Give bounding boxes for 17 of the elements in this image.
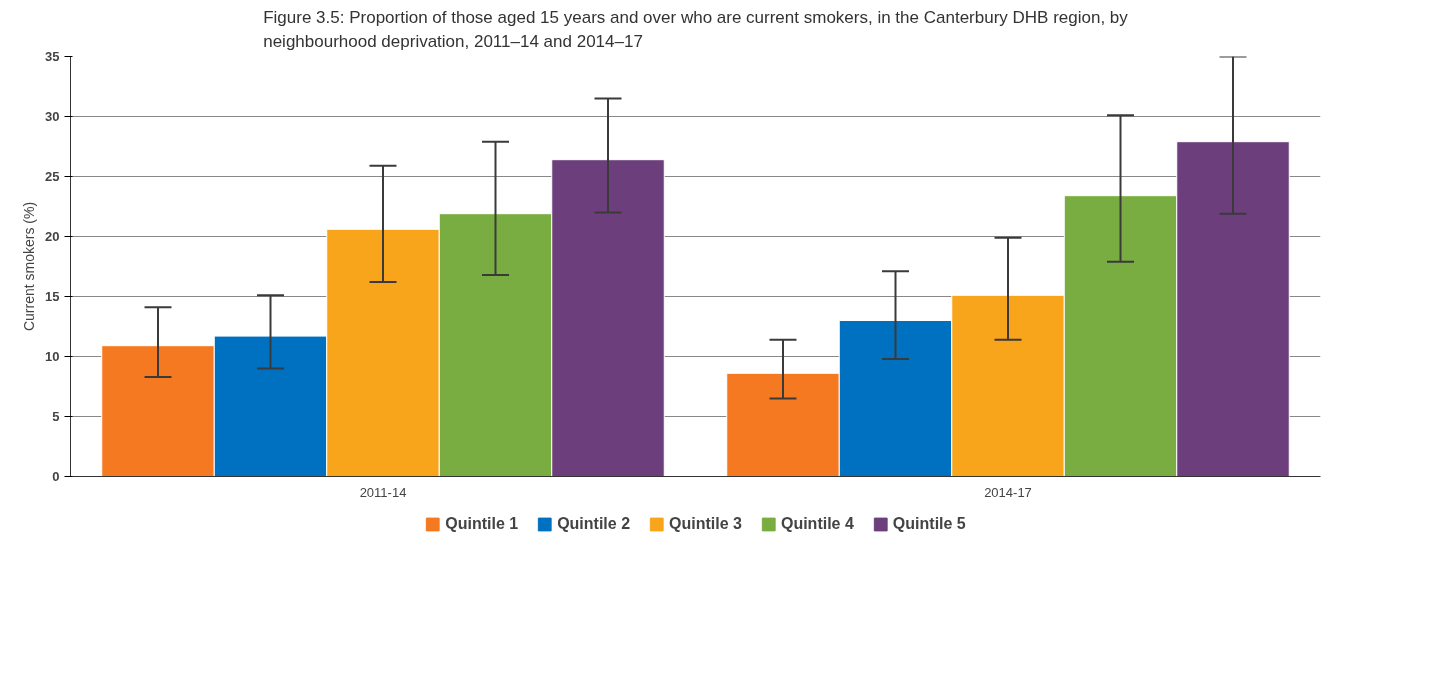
y-tick-label: 5 xyxy=(52,409,60,424)
y-tick-label: 10 xyxy=(45,349,60,364)
legend-label: Quintile 2 xyxy=(557,515,631,533)
y-tick-label: 20 xyxy=(45,229,60,244)
y-axis-title: Current smokers (%) xyxy=(21,201,38,332)
legend-label: Quintile 5 xyxy=(892,515,966,533)
y-tick-label: 0 xyxy=(52,469,60,484)
legend-label: Quintile 4 xyxy=(780,515,854,533)
chart-title: Figure 3.5: Proportion of those aged 15 years and over who are current smokers, in the Canterbury DHB region, by neighbourhood deprivation, 2011–14 and 2014–17 xyxy=(263,7,1129,52)
y-tick-label: 25 xyxy=(45,169,60,184)
legend-label: Quintile 1 xyxy=(445,515,519,533)
legend-label: Quintile 3 xyxy=(669,515,742,533)
y-tick-label: 30 xyxy=(45,109,60,124)
x-tick-label: 2011-14 xyxy=(359,484,407,500)
y-tick-label: 35 xyxy=(45,49,60,64)
y-tick-label: 15 xyxy=(45,289,60,304)
x-tick-label: 2014-17 xyxy=(984,484,1032,500)
